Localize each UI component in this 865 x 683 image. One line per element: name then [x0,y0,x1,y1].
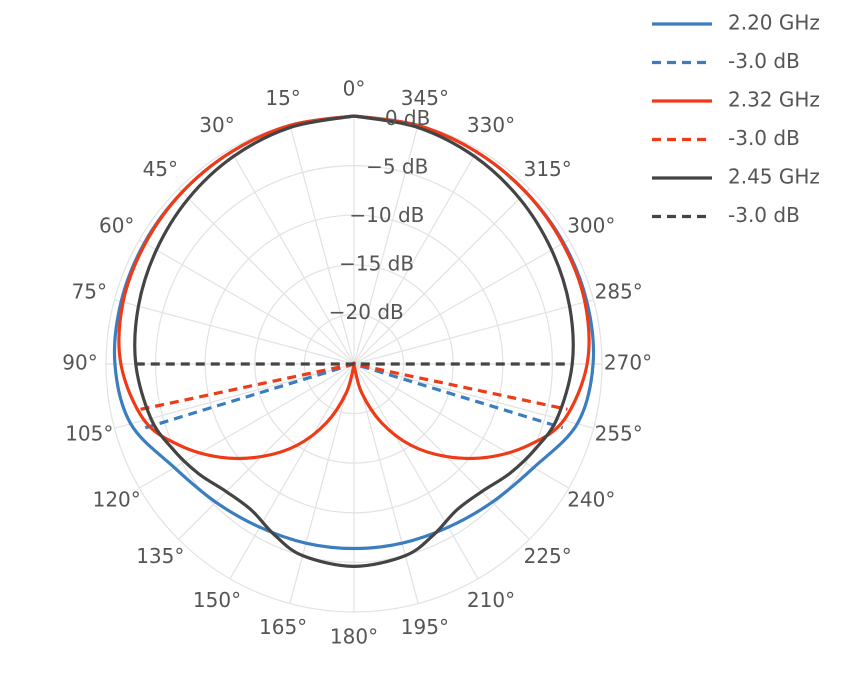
angular-grid-spoke-3 [179,189,354,364]
angular-tick-label: 30° [199,113,234,137]
angular-tick-label: 285° [595,280,643,304]
radial-tick-label: −20 dB [329,300,404,324]
angular-tick-label: 330° [467,113,515,137]
angular-tick-label: 165° [259,615,307,639]
angular-tick-label: 60° [99,214,134,238]
angular-grid-spoke-5 [114,300,354,364]
angular-tick-label: 270° [604,351,652,375]
legend-label[interactable]: -3.0 dB [728,203,800,227]
angular-tick-label: 105° [65,421,113,445]
angular-tick-label: 225° [524,544,572,568]
legend-label[interactable]: 2.20 GHz [728,11,820,35]
angular-grid-spoke-2 [230,149,354,364]
angular-tick-label: 210° [467,588,515,612]
angular-tick-label: 15° [265,86,300,110]
legend[interactable]: 2.20 GHz -3.0 dB 2.32 GHz -3.0 dB 2.45 GHz -3… [652,11,820,228]
angular-tick-label: 255° [595,421,643,445]
angular-tick-label: 75° [72,280,107,304]
angular-tick-label: 195° [401,615,449,639]
angular-tick-label: 150° [193,588,241,612]
angular-grid-spoke-15 [354,364,529,539]
angular-tick-label: 180° [330,625,378,649]
angular-tick-label: 45° [143,157,178,181]
angular-grid-spoke-1 [290,124,354,364]
legend-label[interactable]: 2.32 GHz [728,88,820,112]
angular-tick-label: 120° [93,488,141,512]
radial-tick-label: 0 dB [385,106,431,130]
radial-tick-label: −15 dB [339,252,414,276]
angular-grid-spoke-4 [139,240,354,364]
angular-tick-label: 90° [62,351,97,375]
radial-tick-label: −5 dB [366,154,428,178]
angular-tick-label: 300° [567,214,615,238]
angular-tick-label: 0° [343,77,366,101]
legend-label[interactable]: -3.0 dB [728,126,800,150]
angular-tick-label: 135° [136,544,184,568]
radial-tick-label: −10 dB [349,203,424,227]
legend-label[interactable]: -3.0 dB [728,49,800,73]
angular-tick-label: 240° [567,488,615,512]
angular-tick-label: 315° [524,157,572,181]
legend-label[interactable]: 2.45 GHz [728,165,820,189]
